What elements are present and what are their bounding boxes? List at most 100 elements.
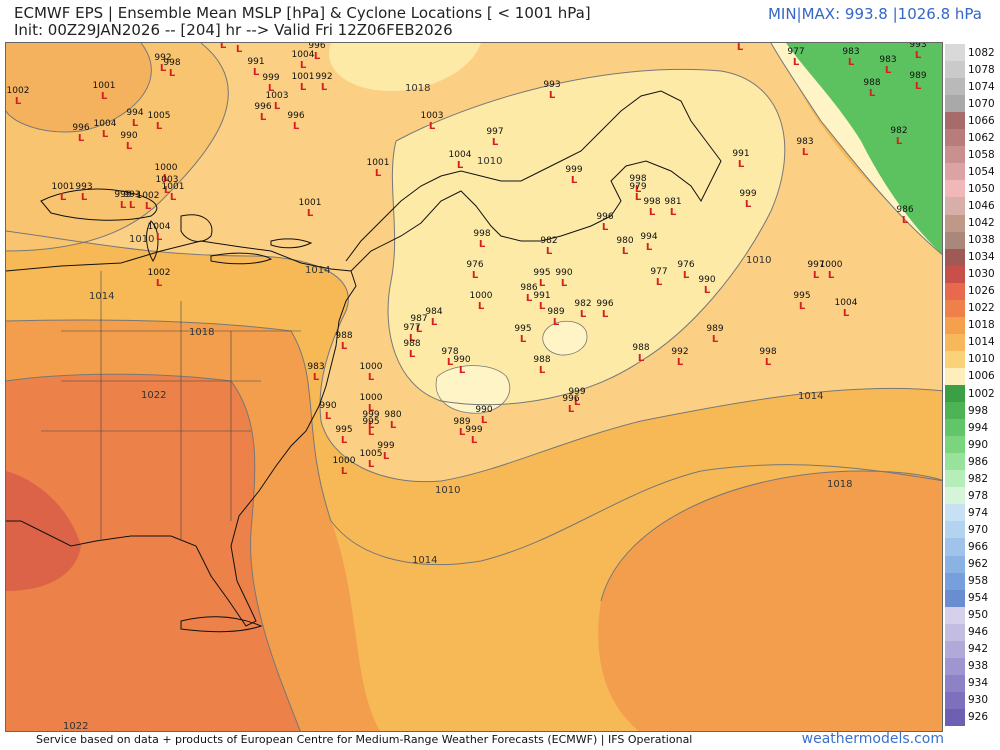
legend-swatch bbox=[945, 708, 965, 727]
legend-swatch bbox=[945, 453, 965, 471]
legend-swatch bbox=[945, 487, 965, 505]
cyclone-pressure-label: 993 bbox=[543, 80, 560, 90]
cyclone-low-marker: L bbox=[471, 435, 478, 446]
cyclone-low-marker: L bbox=[799, 301, 806, 312]
legend-label: 978 bbox=[968, 489, 989, 502]
map-subtitle: Init: 00Z29JAN2026 -- [204] hr --> Valid… bbox=[14, 21, 453, 39]
cyclone-pressure-label: 1004 bbox=[449, 150, 472, 160]
legend-label: 930 bbox=[968, 694, 989, 707]
isobar-label: 1014 bbox=[412, 555, 437, 566]
legend-swatch bbox=[945, 112, 965, 130]
isobar-1022 bbox=[6, 373, 301, 731]
isobar-1006 bbox=[387, 68, 786, 406]
brand-link[interactable]: weathermodels.com bbox=[801, 731, 944, 747]
cyclone-low-marker: L bbox=[163, 173, 170, 184]
cyclone-pressure-label: 998 bbox=[643, 197, 660, 207]
cyclone-pressure-label: 1001 bbox=[162, 182, 185, 192]
cyclone-low-marker: L bbox=[81, 192, 88, 203]
cyclone-low-marker: L bbox=[307, 208, 314, 219]
cyclone-pressure-label: 1003 bbox=[421, 111, 444, 121]
cyclone-low-marker: L bbox=[101, 91, 108, 102]
cyclone-low-marker: L bbox=[478, 301, 485, 312]
cyclone-pressure-label: 995 bbox=[514, 324, 531, 334]
cyclone-low-marker: L bbox=[802, 147, 809, 158]
min-max-readout: MIN|MAX: 993.8 |1026.8 hPa bbox=[767, 5, 982, 23]
pressure-field-998 bbox=[786, 43, 942, 255]
legend-label: 994 bbox=[968, 421, 989, 434]
cyclone-pressure-label: 995 bbox=[793, 291, 810, 301]
cyclone-pressure-label: 1001 bbox=[292, 72, 315, 82]
isobar-label: 1022 bbox=[141, 390, 166, 401]
legend-label: 1030 bbox=[968, 268, 995, 281]
state-borders bbox=[41, 271, 301, 541]
cyclone-pressure-label: 1001 bbox=[52, 182, 75, 192]
cyclone-low-marker: L bbox=[635, 192, 642, 203]
legend-label: 1038 bbox=[968, 234, 995, 247]
cyclone-pressure-label: 987 bbox=[410, 314, 427, 324]
cyclone-pressure-label: 977 bbox=[650, 267, 667, 277]
cyclone-pressure-label: 976 bbox=[677, 260, 694, 270]
cyclone-low-marker: L bbox=[472, 270, 479, 281]
cyclone-markers: 1002L1001L992L998L1000L990L991L999L1004L… bbox=[7, 43, 927, 477]
legend-swatch bbox=[945, 470, 965, 488]
cyclone-pressure-label: 993 bbox=[909, 43, 926, 50]
cyclone-pressure-label: 999 bbox=[362, 410, 379, 420]
isobar-label: 1022 bbox=[63, 721, 88, 732]
cyclone-pressure-label: 989 bbox=[547, 307, 564, 317]
legend-label: 1070 bbox=[968, 97, 995, 110]
cyclone-pressure-label: 997 bbox=[807, 260, 824, 270]
lake-ontario bbox=[270, 238, 313, 249]
isobar-1010 bbox=[6, 230, 942, 483]
cyclone-low-marker: L bbox=[546, 246, 553, 257]
isobar-label: 1018 bbox=[189, 327, 214, 338]
cyclone-pressure-label: 995 bbox=[533, 268, 550, 278]
isobar-label: 1010 bbox=[435, 485, 460, 496]
cyclone-low-marker: L bbox=[368, 459, 375, 470]
cyclone-low-marker: L bbox=[268, 83, 275, 94]
cyclone-low-marker: L bbox=[341, 341, 348, 352]
isobar-labels: 1010 1010 1014 1014 1018 1022 1018 1014 … bbox=[63, 83, 852, 732]
cyclone-pressure-label: 990 bbox=[319, 401, 336, 411]
cyclone-pressure-label: 999 bbox=[565, 165, 582, 175]
legend-swatch bbox=[945, 44, 965, 62]
pressure-blob-1006-a bbox=[435, 365, 511, 414]
cyclone-low-marker: L bbox=[902, 215, 909, 226]
cyclone-low-marker: L bbox=[375, 168, 382, 179]
cyclone-low-marker: L bbox=[683, 270, 690, 281]
cyclone-pressure-label: 976 bbox=[466, 260, 483, 270]
legend-label: 1074 bbox=[968, 80, 995, 93]
cyclone-pressure-label: 1005 bbox=[360, 449, 383, 459]
legend-label: 990 bbox=[968, 438, 989, 451]
cyclone-low-marker: L bbox=[156, 232, 163, 243]
cyclone-low-marker: L bbox=[793, 57, 800, 68]
cyclone-pressure-label: 999 bbox=[568, 387, 585, 397]
legend-label: 1046 bbox=[968, 199, 995, 212]
cyclone-pressure-label: 998 bbox=[163, 58, 180, 68]
legend-label: 1054 bbox=[968, 165, 995, 178]
cyclone-pressure-label: 994 bbox=[640, 232, 657, 242]
legend-labels: 1082 1078 1074 1070 1066 1062 1058 1054 1050 1046… bbox=[968, 44, 998, 726]
legend-label: 1022 bbox=[968, 302, 995, 315]
legend-swatch bbox=[945, 589, 965, 608]
pressure-field-1006 bbox=[388, 69, 785, 405]
cyclone-pressure-label: 1000 bbox=[820, 260, 843, 270]
cyclone-low-marker: L bbox=[481, 415, 488, 426]
cyclone-low-marker: L bbox=[479, 239, 486, 250]
cyclone-low-marker: L bbox=[828, 270, 835, 281]
cyclone-low-marker: L bbox=[129, 200, 136, 211]
isobar-1018-atlantic bbox=[600, 470, 942, 602]
legend-label: 958 bbox=[968, 575, 989, 588]
legend-swatch bbox=[945, 333, 965, 352]
cyclone-low-marker: L bbox=[321, 82, 328, 93]
cyclone-low-marker: L bbox=[236, 44, 243, 55]
legend-swatch bbox=[945, 385, 965, 403]
isobar-1018-northwest bbox=[6, 43, 152, 133]
pressure-map: 1010 1010 1014 1014 1018 1022 1018 1014 … bbox=[5, 42, 943, 732]
cyclone-low-marker: L bbox=[300, 60, 307, 71]
cyclone-pressure-label: 986 bbox=[520, 283, 537, 293]
legend-label: 950 bbox=[968, 609, 989, 622]
cyclone-pressure-label: 994 bbox=[126, 108, 143, 118]
cyclone-low-marker: L bbox=[553, 317, 560, 328]
legend-label: 970 bbox=[968, 523, 989, 536]
cyclone-pressure-label: 988 bbox=[403, 339, 420, 349]
